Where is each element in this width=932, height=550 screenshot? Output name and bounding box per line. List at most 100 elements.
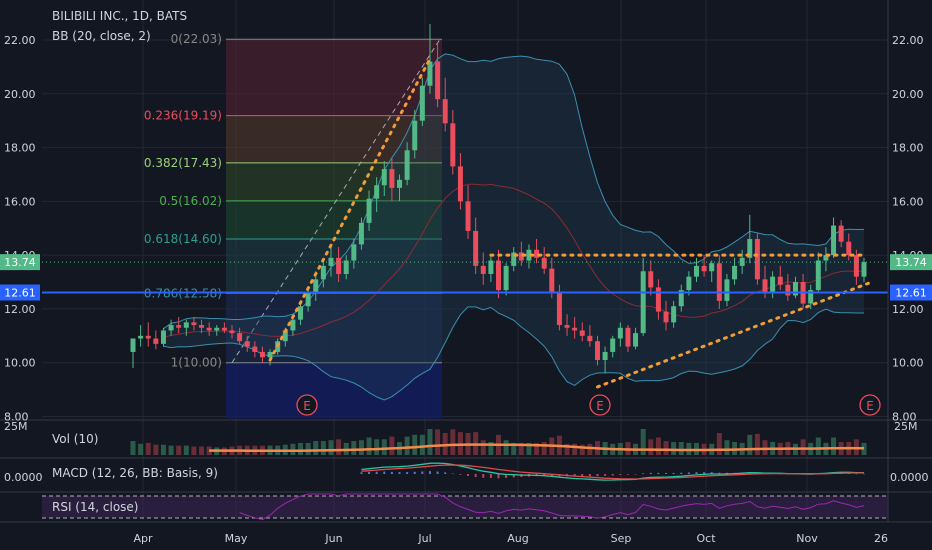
rsi-line xyxy=(239,493,865,521)
volume-bar xyxy=(176,445,182,455)
candle-body xyxy=(724,279,730,301)
candle-body xyxy=(716,263,722,301)
earnings-marker xyxy=(859,394,881,416)
macd-histogram-bar xyxy=(748,472,751,474)
candle-body xyxy=(594,341,600,361)
volume-bar xyxy=(183,445,189,455)
candle-body xyxy=(252,346,258,352)
candle-body xyxy=(442,99,448,124)
volume-pane-label[interactable]: Vol (10) xyxy=(52,432,98,446)
macd-histogram-bar xyxy=(390,471,393,474)
macd-histogram-bar xyxy=(581,474,584,477)
volume-bar xyxy=(724,440,730,455)
volume-bar xyxy=(404,436,410,455)
volume-bar xyxy=(313,441,319,455)
uptrend-line xyxy=(268,57,432,362)
candle-body xyxy=(336,257,342,274)
candle-body xyxy=(221,327,227,331)
candle-body xyxy=(678,290,684,307)
macd-histogram-bar xyxy=(512,474,515,478)
candle-body xyxy=(153,338,159,344)
time-axis-label: Nov xyxy=(796,532,818,545)
earnings-marker xyxy=(589,394,611,416)
macd-histogram-bar xyxy=(626,474,629,475)
candle-body xyxy=(838,225,844,242)
candle-body xyxy=(488,260,494,274)
time-axis-label: 26 xyxy=(874,532,888,545)
volume-bar xyxy=(534,442,540,455)
bb-fill xyxy=(163,53,864,401)
volume-bar xyxy=(412,434,418,455)
bb-indicator-label[interactable]: BB (20, close, 2) xyxy=(52,29,151,43)
fib-trend-line xyxy=(231,38,441,363)
candle-body xyxy=(808,290,814,304)
candle-body xyxy=(206,327,212,331)
price-label-left-text: 13.74 xyxy=(4,256,36,269)
macd-histogram-bar xyxy=(687,472,690,474)
macd-histogram-bar xyxy=(375,471,378,474)
candle-body xyxy=(663,311,669,323)
volume-bar xyxy=(336,439,342,455)
macd-histogram-bar xyxy=(604,474,607,476)
volume-bar xyxy=(153,444,159,455)
macd-histogram-bar xyxy=(482,474,485,478)
candle-body xyxy=(480,265,486,274)
volume-bar xyxy=(298,442,304,455)
candle-body xyxy=(176,325,182,328)
candlesticks xyxy=(130,23,867,374)
candle-body xyxy=(191,322,197,326)
candle-body xyxy=(823,255,829,261)
candle-body xyxy=(625,327,631,347)
candle-body xyxy=(549,268,555,293)
macd-histogram-bar xyxy=(672,472,675,474)
candle-body xyxy=(160,330,166,344)
price-tick-label-right: 20.00 xyxy=(892,88,924,101)
macd-histogram-bar xyxy=(467,474,470,476)
fib-level-label: 0.236(19.19) xyxy=(144,109,222,123)
candle-body xyxy=(450,123,456,167)
candle-body xyxy=(541,257,547,269)
earnings-marker-label: E xyxy=(866,399,874,413)
price-tick-label-left: 8.00 xyxy=(4,411,29,424)
macd-pane-label[interactable]: MACD (12, 26, BB: Basis, 9) xyxy=(52,466,218,480)
macd-histogram-bar xyxy=(543,474,546,476)
macd-histogram-bar xyxy=(451,473,454,475)
macd-histogram-bar xyxy=(588,474,591,477)
candle-body xyxy=(244,341,250,347)
volume-bar xyxy=(138,443,144,455)
price-label-left xyxy=(0,254,40,271)
candle-body xyxy=(815,260,821,291)
candle-body xyxy=(785,284,791,296)
candle-body xyxy=(579,330,585,336)
volume-bar xyxy=(518,442,524,455)
time-axis-label: Apr xyxy=(133,532,153,545)
volume-bar xyxy=(328,440,334,455)
fib-level-label: 0.618(14.60) xyxy=(144,232,222,246)
macd-histogram-bar xyxy=(573,474,576,477)
price-tick-label-right: 18.00 xyxy=(892,142,924,155)
indicator-panes xyxy=(0,0,932,523)
fib-zone xyxy=(226,239,442,294)
macd-histogram-bar xyxy=(497,474,500,479)
earnings-marker-label: E xyxy=(596,399,604,413)
price-tick-label-left: 10.00 xyxy=(4,357,36,370)
time-axis-label: Aug xyxy=(507,532,528,545)
rsi-pane-label[interactable]: RSI (14, close) xyxy=(52,500,138,514)
axes: 8.008.0010.0010.0012.0012.0014.0014.0016… xyxy=(0,34,932,545)
volume-bar xyxy=(480,440,486,455)
macd-histogram-bar xyxy=(695,472,698,474)
volume-bar xyxy=(503,440,509,455)
trend-lines[interactable] xyxy=(42,57,888,389)
candle-body xyxy=(259,351,265,358)
macd-histogram-bar xyxy=(786,474,789,475)
macd-histogram-bar xyxy=(550,474,553,477)
volume-ma-line xyxy=(209,443,864,453)
time-axis-label: Jun xyxy=(324,532,342,545)
candle-body xyxy=(183,322,189,328)
macd-histogram-bar xyxy=(703,472,706,474)
candle-body xyxy=(648,271,654,288)
macd-histogram-bar xyxy=(459,474,462,475)
macd-histogram-bar xyxy=(360,472,363,474)
